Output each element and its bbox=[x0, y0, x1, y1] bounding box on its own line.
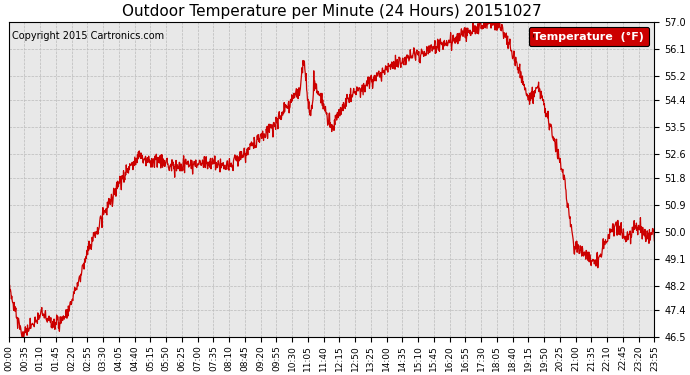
Legend: Temperature  (°F): Temperature (°F) bbox=[529, 27, 649, 46]
Text: Copyright 2015 Cartronics.com: Copyright 2015 Cartronics.com bbox=[12, 31, 164, 41]
Title: Outdoor Temperature per Minute (24 Hours) 20151027: Outdoor Temperature per Minute (24 Hours… bbox=[121, 4, 542, 19]
